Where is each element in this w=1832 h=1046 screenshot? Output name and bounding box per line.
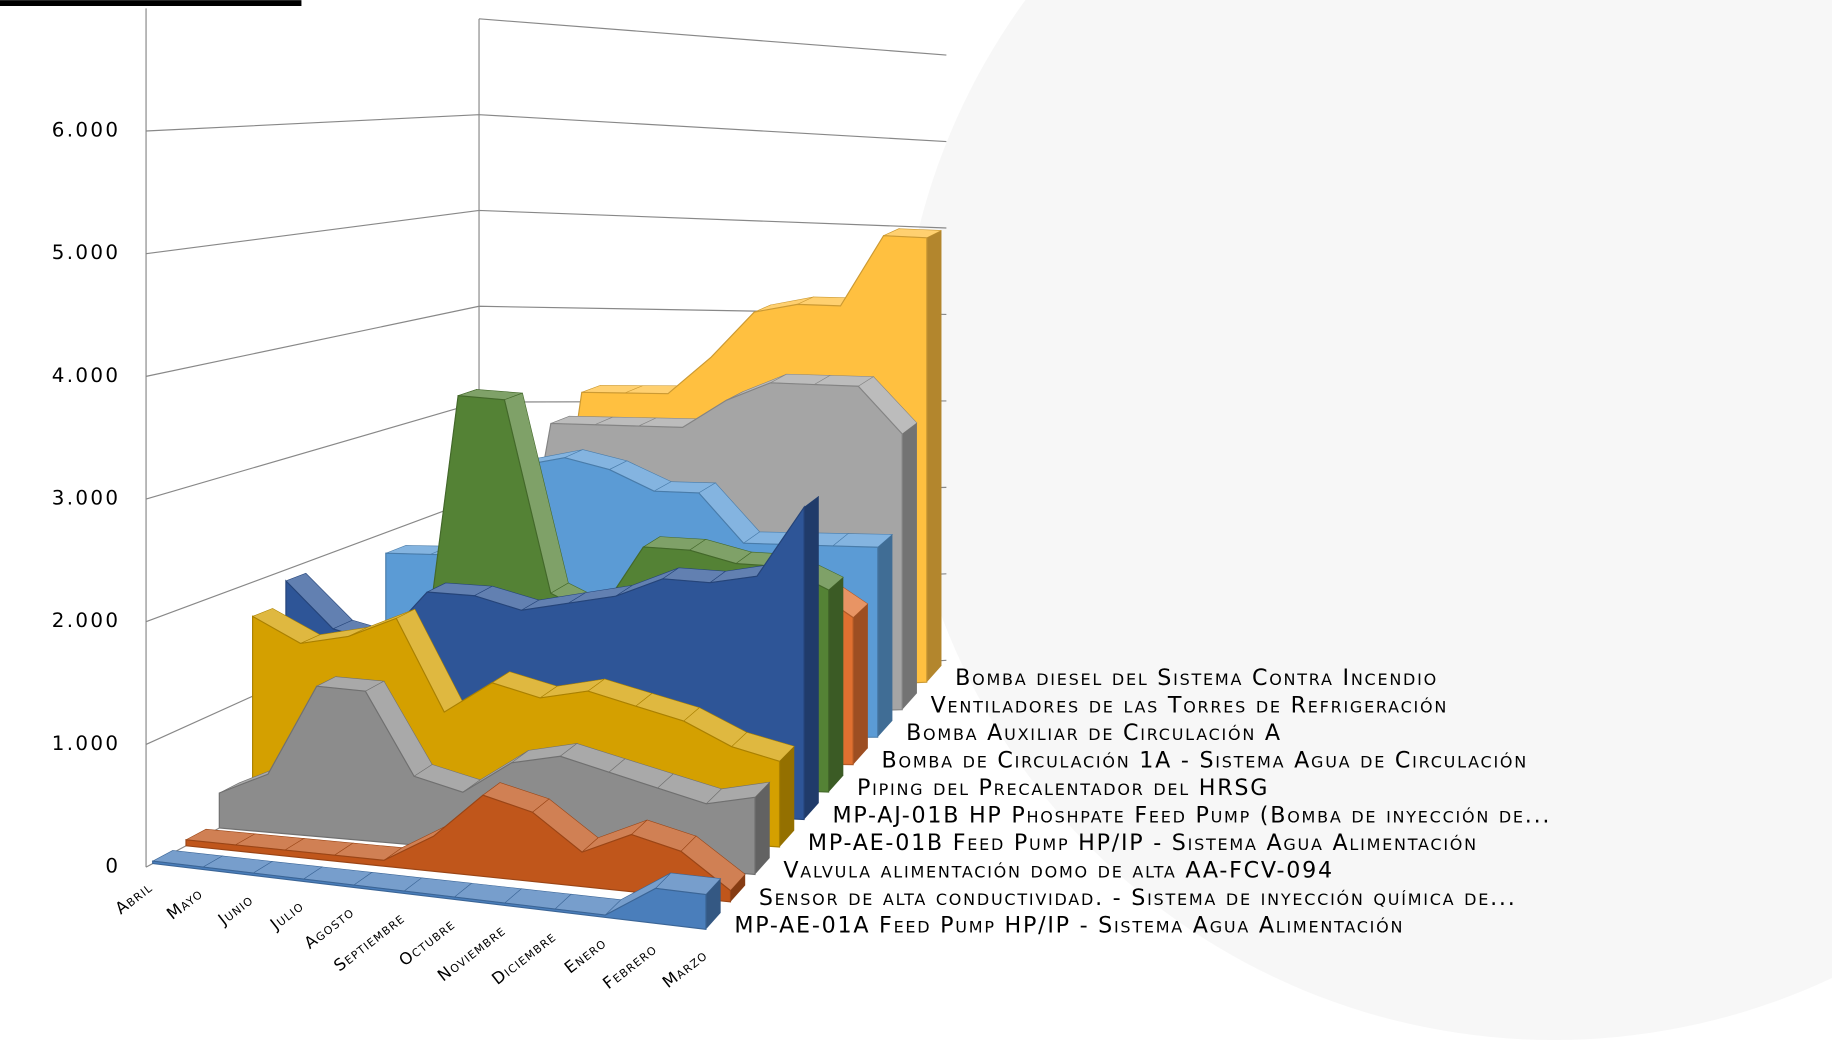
grid-line [145, 209, 947, 255]
series-label: Bomba Auxiliar de Circulación A [906, 720, 1282, 746]
axis-line [478, 18, 947, 56]
series-label: MP-AJ-01B HP Phoshpate Feed Pump (Bomba … [832, 802, 1551, 828]
area-side [902, 422, 917, 710]
x-tick-label: Abril [111, 878, 155, 919]
area-side [804, 496, 819, 820]
area-side [926, 230, 942, 683]
area-side [754, 782, 770, 875]
series-label: Valvula alimentación domo de alta AA-FCV… [783, 857, 1334, 883]
x-tick-label: Mayo [163, 884, 206, 924]
series-label: Sensor de alta conductividad. - Sistema … [759, 885, 1517, 911]
area-side [877, 534, 893, 738]
area [218, 685, 756, 876]
area-side [705, 878, 721, 930]
x-tick-label: Julio [266, 896, 307, 934]
x-tick-label: Junio [214, 890, 257, 930]
area-side [853, 603, 868, 765]
series-label: MP-AE-01B Feed Pump HP/IP - Sistema Agua… [808, 830, 1478, 856]
y-tick-label: 4.000 [52, 364, 121, 387]
y-tick-label: 2.000 [52, 609, 121, 632]
area-side [779, 746, 795, 847]
series-label: Piping del Precalentador del HRSG [857, 775, 1269, 801]
area [185, 794, 732, 903]
series-label: Ventiladores de las Torres de Refrigerac… [931, 693, 1448, 719]
title-bar [0, 0, 302, 6]
series-label: Bomba diesel del Sistema Contra Incendio [955, 665, 1438, 691]
y-tick-label: 6.000 [52, 119, 121, 142]
y-tick-label: 1.000 [52, 732, 121, 755]
background-decoration [899, 0, 1832, 1040]
area-side [828, 577, 844, 793]
y-tick-label: 0 [105, 855, 120, 878]
x-tick-label: Marzo [659, 945, 711, 992]
y-tick-label: 5.000 [52, 241, 121, 264]
y-tick-label: 3.000 [52, 487, 121, 510]
grid-line [146, 114, 947, 143]
area [152, 860, 707, 931]
area-side [730, 874, 746, 902]
series-label: MP-AE-01A Feed Pump HP/IP - Sistema Agua… [734, 912, 1404, 938]
series-label: Bomba de Circulación 1A - Sistema Agua d… [882, 748, 1528, 774]
x-tick-label: Enero [561, 933, 610, 977]
